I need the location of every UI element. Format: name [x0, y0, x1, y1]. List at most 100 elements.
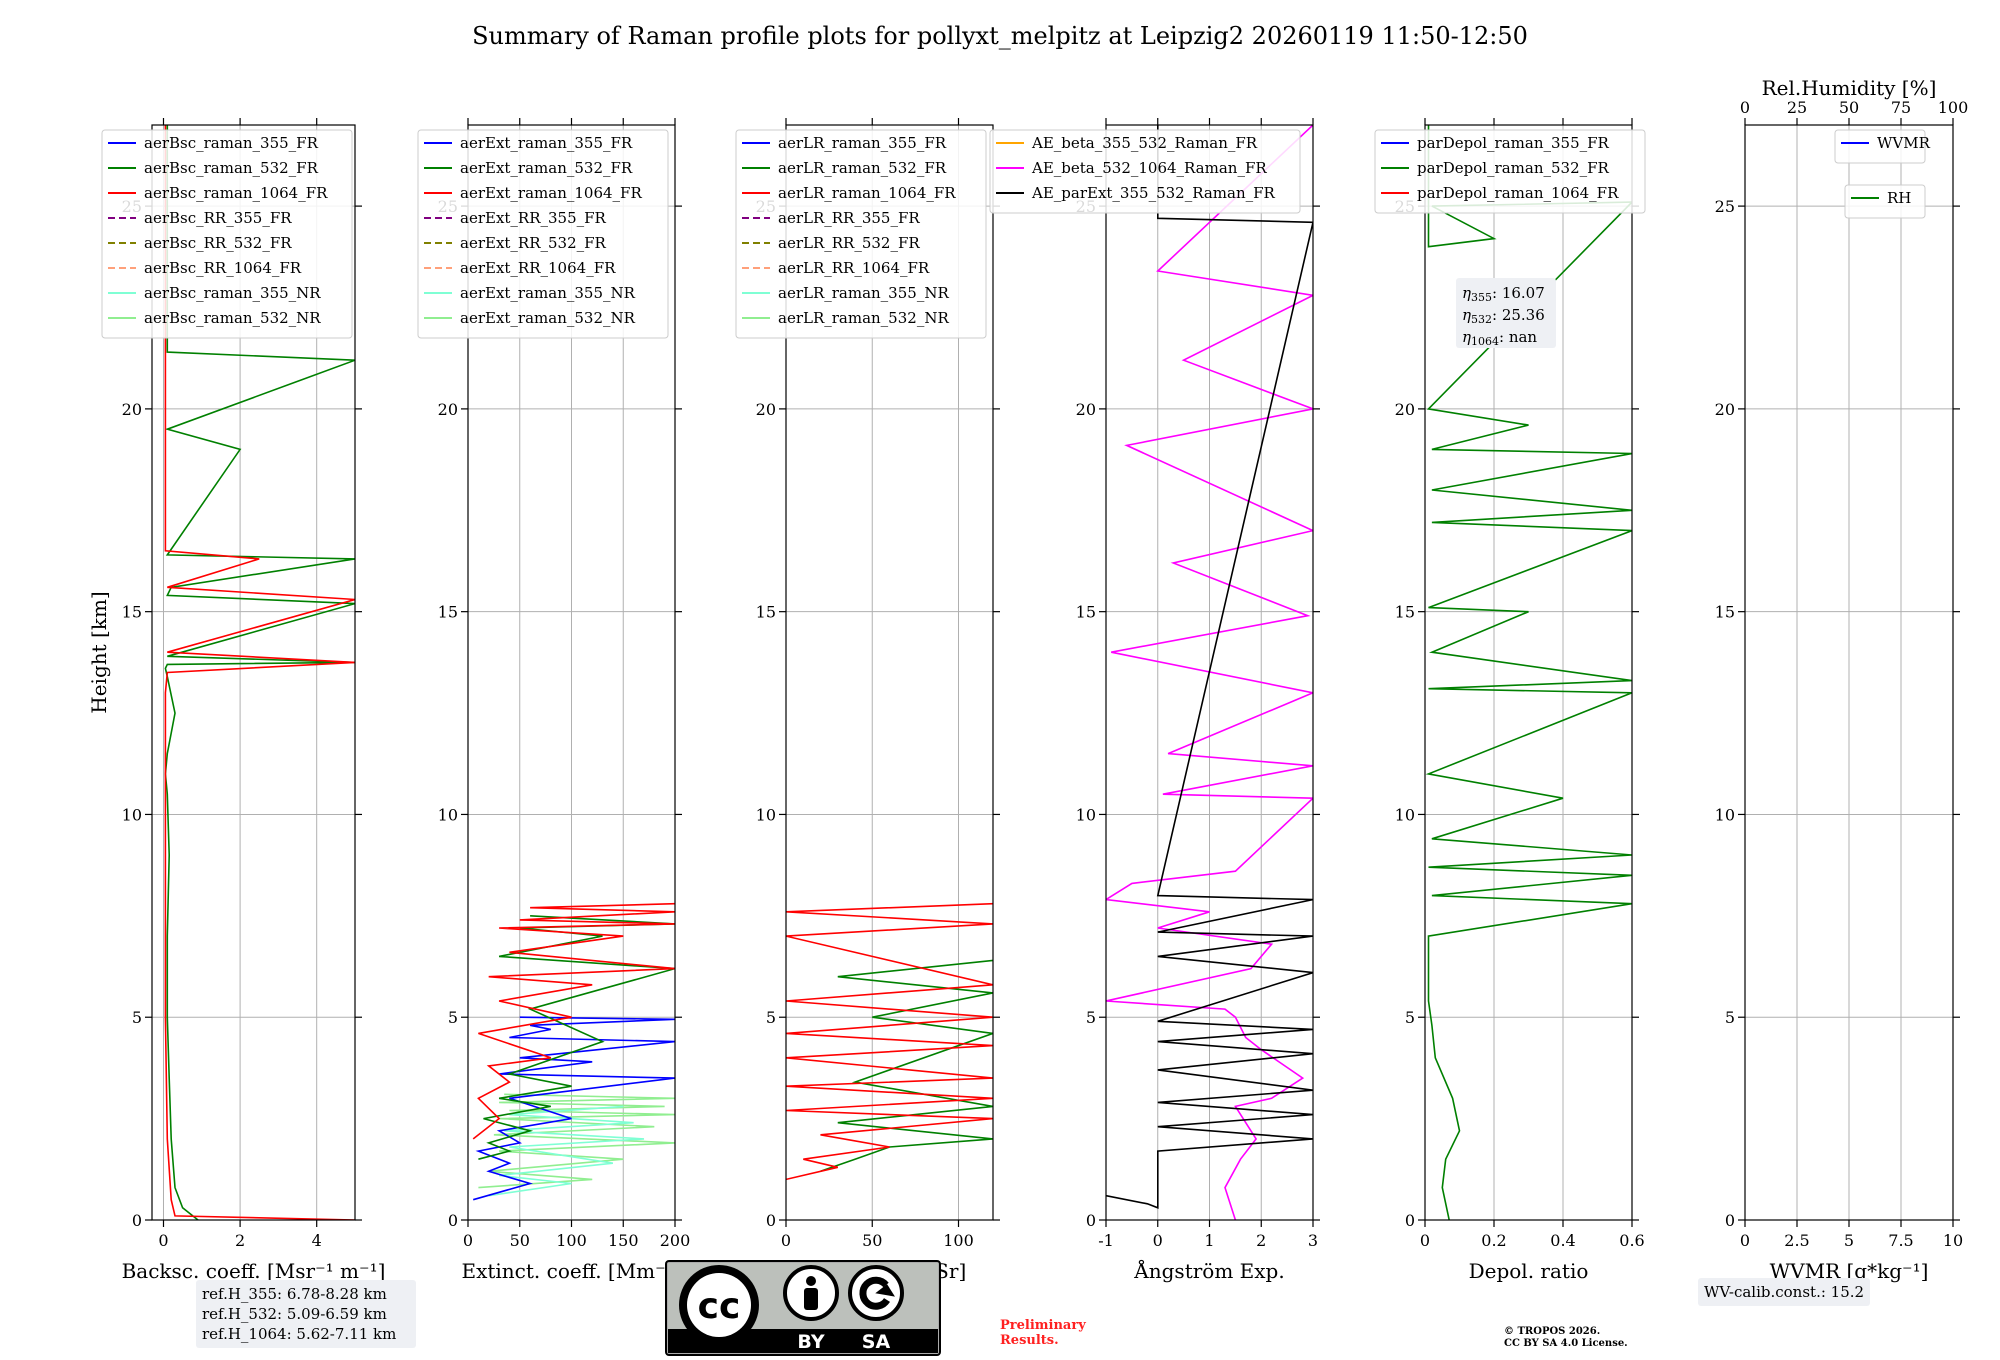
x-tick-label: 0 [158, 1231, 168, 1250]
x-tick-label: 5 [1844, 1231, 1854, 1250]
legend-backscatter-entry: aerBsc_raman_532_NR [144, 309, 321, 327]
y-tick-label: 15 [122, 603, 142, 622]
cc-license-badge: cc BY SA [665, 1260, 941, 1356]
wv-calibration-box: WV-calib.const.: 15.2 [1698, 1278, 1871, 1306]
y-tick-label: 10 [1395, 805, 1415, 824]
legend-extinction-entry: aerExt_RR_355_FR [460, 209, 607, 227]
x-axis-label: Extinct. coeff. [Mm⁻¹] [461, 1259, 681, 1283]
y-tick-label: 20 [122, 400, 142, 419]
sa-label: SA [862, 1331, 891, 1353]
x-tick-label: 200 [660, 1231, 691, 1250]
y-tick-label: 10 [1076, 805, 1096, 824]
legend-extinction-entry: aerExt_raman_355_FR [460, 134, 633, 152]
x-tick-label: 0 [781, 1231, 791, 1250]
panel-depol: 00.20.40.60510152025Depol. ratioparDepol… [1374, 118, 1646, 1283]
x-tick-label: 0.2 [1481, 1231, 1506, 1250]
series-aerExt_raman_532_NR [478, 1093, 675, 1189]
y-tick-label: 5 [448, 1008, 458, 1027]
legend-extinction-entry: aerExt_RR_532_FR [460, 234, 607, 252]
reference-heights-box: ref.H_355: 6.78-8.28 km ref.H_532: 5.09-… [196, 1280, 416, 1348]
eta-annotation-box [1456, 278, 1556, 348]
legend-backscatter-entry: aerBsc_RR_355_FR [144, 209, 292, 227]
y-tick-label: 0 [1725, 1211, 1735, 1230]
y-tick-label: 15 [1395, 603, 1415, 622]
y-tick-label: 15 [756, 603, 776, 622]
panel-lidar_ratio: 0501000510152025Lidar ratio [Sr]aerLR_ra… [735, 118, 1000, 1283]
legend-depol-entry: parDepol_raman_355_FR [1417, 134, 1610, 152]
y-tick-label: 0 [132, 1211, 142, 1230]
x-tick-label: 0 [1420, 1231, 1430, 1250]
x-tick-label: 0 [463, 1231, 473, 1250]
legend-backscatter-entry: aerBsc_raman_355_NR [144, 284, 321, 302]
x-tick-label: 50 [862, 1231, 882, 1250]
legend-angstrom-entry: AE_beta_355_532_Raman_FR [1031, 134, 1258, 152]
y-axis-label: Height [km] [87, 591, 111, 713]
series-AE_beta_532_1064_Raman_FR [1106, 125, 1313, 1220]
series-aerBsc_raman_1064_FR [164, 125, 355, 1220]
y-tick-label: 0 [448, 1211, 458, 1230]
eta-annotation-line: η532: 25.36 [1462, 306, 1545, 326]
x-tick-label: 2.5 [1784, 1231, 1809, 1250]
preliminary-label: Preliminary Results. [1000, 1318, 1086, 1348]
y-tick-label: 15 [1076, 603, 1096, 622]
preliminary-line-1: Preliminary [1000, 1318, 1086, 1333]
copyright-line-1: © TROPOS 2026. [1504, 1326, 1601, 1337]
x-tick-label: 4 [312, 1231, 322, 1250]
x-tick-label: 1 [1204, 1231, 1214, 1250]
x-tick-label: 2 [1256, 1231, 1266, 1250]
legend-lidar_ratio-entry: aerLR_RR_355_FR [778, 209, 920, 227]
y-tick-label: 20 [1395, 400, 1415, 419]
y-tick-label: 25 [1715, 197, 1735, 216]
y-tick-label: 5 [1086, 1008, 1096, 1027]
plot-frame [151, 124, 356, 1221]
x-tick-label: 0 [1153, 1231, 1163, 1250]
x-tick-label: 10 [1943, 1231, 1963, 1250]
x-axis-label: Backsc. coeff. [Msr⁻¹ m⁻¹] [122, 1259, 386, 1283]
legend-wvmr [1834, 129, 1926, 164]
y-tick-label: 5 [766, 1008, 776, 1027]
series-AE_parExt_355_532_Raman_FR [1106, 125, 1313, 1209]
x-tick-label: 2 [235, 1231, 245, 1250]
y-tick-label: 10 [756, 805, 776, 824]
ref-height-1064: ref.H_1064: 5.62-7.11 km [202, 1325, 397, 1343]
y-tick-label: 0 [1405, 1211, 1415, 1230]
y-tick-label: 20 [756, 400, 776, 419]
series-aerExt_raman_1064_FR [472, 902, 675, 1140]
panel-backscatter: 0240510152025Backsc. coeff. [Msr⁻¹ m⁻¹]a… [87, 118, 385, 1283]
legend-lidar_ratio-entry: aerLR_RR_1064_FR [778, 259, 930, 277]
legend-backscatter-entry: aerBsc_raman_532_FR [144, 159, 319, 177]
plot-frame [1424, 124, 1633, 1221]
legend-extinction-entry: aerExt_RR_1064_FR [460, 259, 616, 277]
series-aerExt_raman_355_FR [472, 1016, 675, 1201]
top-x-tick-label: 50 [1839, 98, 1859, 117]
legend-depol-entry: parDepol_raman_532_FR [1417, 159, 1610, 177]
y-tick-label: 0 [1086, 1211, 1096, 1230]
top-x-tick-label: 0 [1740, 98, 1750, 117]
x-axis-label: Depol. ratio [1469, 1259, 1589, 1283]
y-tick-label: 15 [438, 603, 458, 622]
x-tick-label: 50 [510, 1231, 530, 1250]
x-tick-label: 150 [608, 1231, 639, 1250]
x-tick-label: 0.4 [1550, 1231, 1575, 1250]
ref-height-355: ref.H_355: 6.78-8.28 km [202, 1285, 387, 1303]
x-tick-label: 0 [1740, 1231, 1750, 1250]
x-tick-label: 7.5 [1888, 1231, 1913, 1250]
legend-depol [1374, 129, 1646, 214]
page-title: Summary of Raman profile plots for polly… [472, 22, 1528, 50]
x-tick-label: 100 [943, 1231, 974, 1250]
eta-annotation-line: η1064: nan [1462, 328, 1537, 348]
eta-annotation-line: η355: 16.07 [1462, 284, 1545, 304]
top-x-tick-label: 75 [1891, 98, 1911, 117]
legend-wvmr-entry: WVMR [1877, 134, 1931, 152]
y-tick-label: 10 [1715, 805, 1735, 824]
y-tick-label: 10 [438, 805, 458, 824]
legend-backscatter-entry: aerBsc_RR_532_FR [144, 234, 292, 252]
x-tick-label: 3 [1308, 1231, 1318, 1250]
preliminary-line-2: Results. [1000, 1333, 1059, 1348]
cc-icon-text: cc [698, 1286, 741, 1327]
legend-depol-entry: parDepol_raman_1064_FR [1417, 184, 1619, 202]
legend-lidar_ratio [735, 129, 987, 339]
legend-lidar_ratio-entry: aerLR_raman_355_FR [778, 134, 947, 152]
